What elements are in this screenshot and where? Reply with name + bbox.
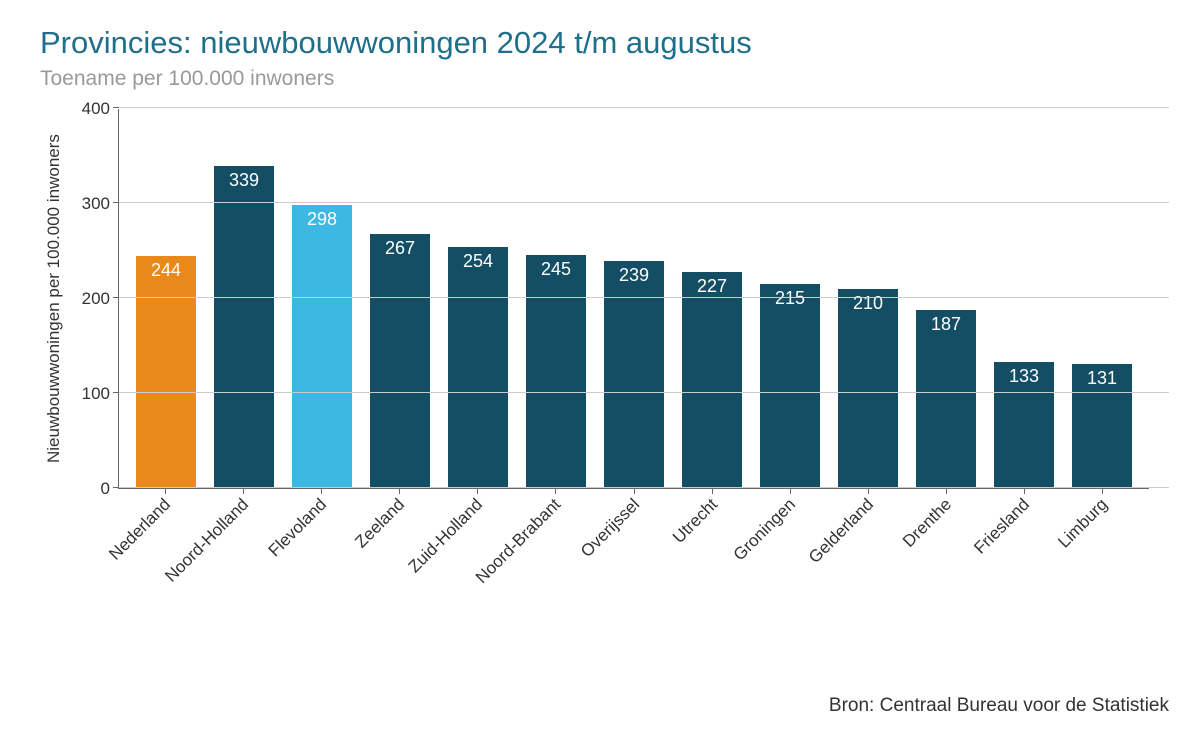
bar-slot: 254 bbox=[439, 109, 517, 488]
x-tick-mark bbox=[946, 488, 947, 494]
bar-slot: 267 bbox=[361, 109, 439, 488]
x-tick-mark bbox=[321, 488, 322, 494]
x-tick-mark bbox=[1102, 488, 1103, 494]
x-tick-mark bbox=[555, 488, 556, 494]
bar-slot: 244 bbox=[127, 109, 205, 488]
plot-area: 244 339 298 267 254 245 239 227 215 210 187 133 131 bbox=[118, 109, 1149, 489]
bar-slot: 210 bbox=[829, 109, 907, 488]
x-tick-mark bbox=[868, 488, 869, 494]
x-label-slot: Noord-Holland bbox=[204, 489, 282, 629]
x-axis-labels: NederlandNoord-HollandFlevolandZeelandZu… bbox=[118, 489, 1149, 629]
y-tick-label: 0 bbox=[60, 479, 110, 499]
x-tick-mark bbox=[634, 488, 635, 494]
y-tick-mark bbox=[113, 297, 119, 298]
bar-value-label: 131 bbox=[1072, 368, 1133, 389]
bar: 245 bbox=[526, 255, 587, 488]
chart-body: Nieuwbouwwoningen per 100.000 inwoners 0… bbox=[40, 109, 1169, 489]
chart-title: Provincies: nieuwbouwwoningen 2024 t/m a… bbox=[40, 25, 1169, 61]
bar-value-label: 245 bbox=[526, 259, 587, 280]
bar-slot: 227 bbox=[673, 109, 751, 488]
bar-slot: 133 bbox=[985, 109, 1063, 488]
bar-slot: 245 bbox=[517, 109, 595, 488]
bar-value-label: 210 bbox=[838, 293, 899, 314]
x-tick-label: Utrecht bbox=[669, 495, 722, 548]
gridline bbox=[119, 202, 1169, 203]
x-tick-mark bbox=[243, 488, 244, 494]
x-label-slot: Flevoland bbox=[282, 489, 360, 629]
y-tick-mark bbox=[113, 392, 119, 393]
bar-slot: 131 bbox=[1063, 109, 1141, 488]
x-tick-mark bbox=[165, 488, 166, 494]
bars-group: 244 339 298 267 254 245 239 227 215 210 187 133 131 bbox=[119, 109, 1149, 488]
x-label-slot: Friesland bbox=[985, 489, 1063, 629]
gridline bbox=[119, 392, 1169, 393]
bar-value-label: 215 bbox=[760, 288, 821, 309]
bar: 254 bbox=[448, 247, 509, 488]
bar: 267 bbox=[370, 234, 431, 488]
x-tick-label: Drenthe bbox=[899, 495, 956, 552]
bar: 244 bbox=[136, 256, 197, 488]
y-tick-mark bbox=[113, 202, 119, 203]
bar-value-label: 339 bbox=[214, 170, 275, 191]
x-tick-mark bbox=[399, 488, 400, 494]
y-tick-label: 100 bbox=[60, 384, 110, 404]
gridline bbox=[119, 297, 1169, 298]
chart-subtitle: Toename per 100.000 inwoners bbox=[40, 67, 1169, 91]
x-label-slot: Limburg bbox=[1063, 489, 1141, 629]
bar-slot: 239 bbox=[595, 109, 673, 488]
bar-value-label: 298 bbox=[292, 209, 353, 230]
bar-slot: 339 bbox=[205, 109, 283, 488]
source-attribution: Bron: Centraal Bureau voor de Statistiek bbox=[829, 695, 1169, 717]
bar-value-label: 133 bbox=[994, 366, 1055, 387]
bar: 215 bbox=[760, 284, 821, 488]
y-tick-mark bbox=[113, 487, 119, 488]
bar: 227 bbox=[682, 272, 743, 488]
bar-value-label: 227 bbox=[682, 276, 743, 297]
chart-container: Provincies: nieuwbouwwoningen 2024 t/m a… bbox=[0, 0, 1199, 742]
y-tick-label: 200 bbox=[60, 289, 110, 309]
bar-value-label: 239 bbox=[604, 265, 665, 286]
bar-slot: 215 bbox=[751, 109, 829, 488]
bar: 210 bbox=[838, 289, 899, 489]
bar: 133 bbox=[994, 362, 1055, 488]
x-label-slot: Gelderland bbox=[829, 489, 907, 629]
x-tick-mark bbox=[790, 488, 791, 494]
x-tick-label: Nederland bbox=[105, 495, 175, 565]
x-tick-label: Limburg bbox=[1054, 495, 1112, 553]
x-tick-mark bbox=[712, 488, 713, 494]
y-tick-mark bbox=[113, 107, 119, 108]
y-axis: 0100200300400 bbox=[68, 109, 118, 489]
bar-slot: 187 bbox=[907, 109, 985, 488]
bar: 339 bbox=[214, 166, 275, 488]
gridline bbox=[119, 107, 1169, 108]
x-tick-label: Zeeland bbox=[352, 495, 410, 553]
x-tick-mark bbox=[477, 488, 478, 494]
bar-value-label: 244 bbox=[136, 260, 197, 281]
bar: 187 bbox=[916, 310, 977, 488]
bar: 239 bbox=[604, 261, 665, 488]
bar-value-label: 254 bbox=[448, 251, 509, 272]
x-tick-mark bbox=[1024, 488, 1025, 494]
bar-slot: 298 bbox=[283, 109, 361, 488]
bar: 131 bbox=[1072, 364, 1133, 488]
y-tick-label: 400 bbox=[60, 99, 110, 119]
y-tick-label: 300 bbox=[60, 194, 110, 214]
bar-value-label: 267 bbox=[370, 238, 431, 259]
x-label-slot: Drenthe bbox=[907, 489, 985, 629]
bar-value-label: 187 bbox=[916, 314, 977, 335]
bar: 298 bbox=[292, 205, 353, 488]
x-label-slot: Noord-Brabant bbox=[516, 489, 594, 629]
x-label-slot: Overijssel bbox=[594, 489, 672, 629]
gridline bbox=[119, 487, 1169, 488]
